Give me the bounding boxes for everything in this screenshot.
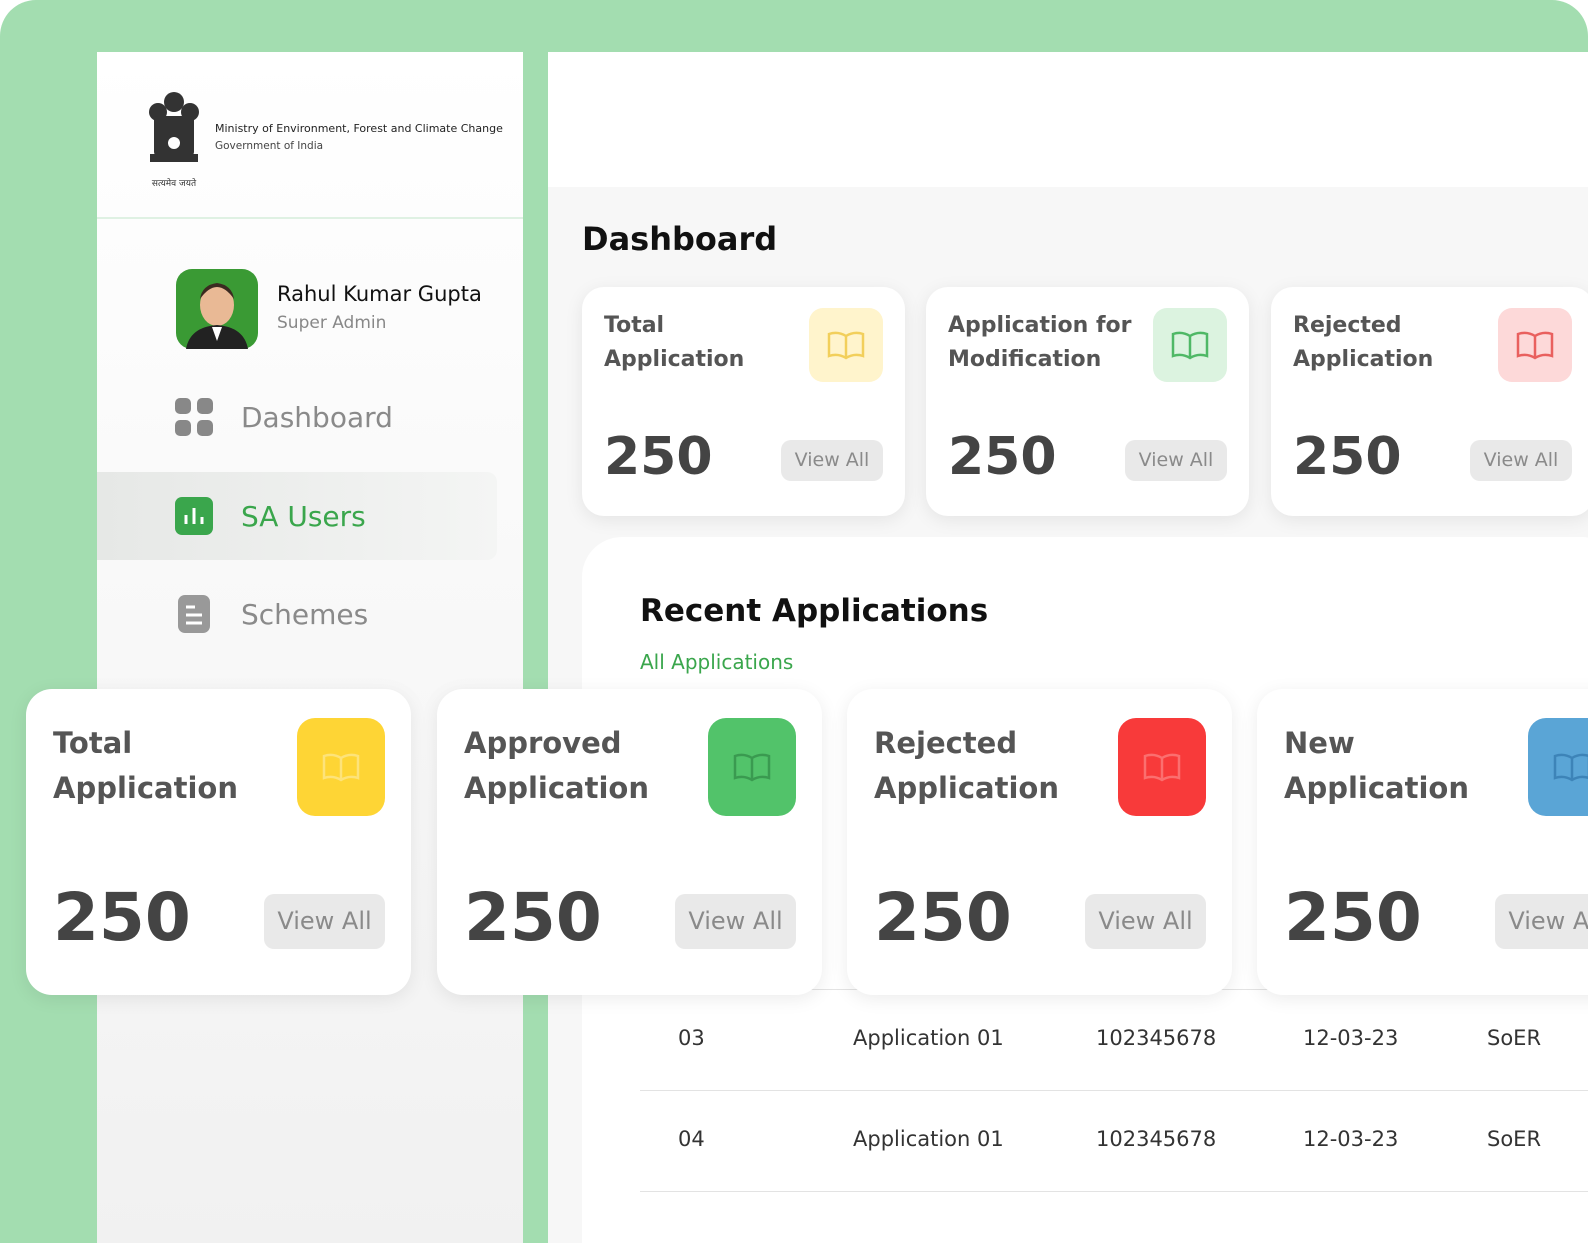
book-icon — [1553, 753, 1588, 782]
nav-item[interactable]: Schemes — [97, 570, 497, 658]
all-applications-link[interactable]: All Applications — [640, 650, 794, 674]
stat-icon — [1153, 308, 1227, 382]
stat-title: Total Application — [604, 313, 745, 372]
sidebar — [97, 52, 523, 1243]
stat-icon — [1118, 718, 1206, 816]
nav-icon — [175, 398, 213, 436]
user-role: Super Admin — [277, 313, 387, 333]
table-cell: 04 — [678, 1127, 705, 1151]
nav-label: Dashboard — [241, 400, 393, 434]
nav-item[interactable]: Dashboard — [97, 373, 497, 461]
page-title: Dashboard — [582, 220, 778, 258]
view-all-button[interactable]: View All — [1125, 440, 1227, 481]
table-cell: Application 01 — [853, 1127, 1004, 1151]
stat-title: Rejected Application — [1293, 313, 1434, 372]
avatar — [176, 269, 258, 349]
book-icon — [1516, 331, 1554, 360]
stat-value: 250 — [604, 427, 713, 487]
stat-title: Approved Application — [464, 726, 649, 805]
stat-icon — [1528, 718, 1588, 816]
view-all-button[interactable]: View All — [1495, 894, 1588, 949]
stat-value: 250 — [1293, 427, 1402, 487]
top-bar — [548, 52, 1588, 187]
stat-title: New Application — [1284, 726, 1469, 805]
row-divider — [640, 1191, 1588, 1192]
stat-title: Application for Modification — [948, 313, 1132, 372]
view-all-button[interactable]: View All — [1085, 894, 1206, 949]
table-cell: 102345678 — [1096, 1026, 1217, 1050]
nav-label: SA Users — [241, 499, 366, 533]
table-cell: 12-03-23 — [1303, 1127, 1399, 1151]
stat-icon — [708, 718, 796, 816]
stat-value: 250 — [948, 427, 1057, 487]
stat-title: Rejected Application — [874, 726, 1059, 805]
stat-title: Total Application — [53, 726, 238, 805]
view-all-button[interactable]: View All — [264, 894, 385, 949]
stat-value: 250 — [874, 879, 1012, 956]
nav-icon — [175, 497, 213, 535]
book-icon — [1143, 753, 1181, 782]
book-icon — [1171, 331, 1209, 360]
table-cell: SoER — [1487, 1127, 1542, 1151]
book-icon — [733, 753, 771, 782]
book-icon — [827, 331, 865, 360]
view-all-button[interactable]: View All — [1470, 440, 1572, 481]
stat-icon — [809, 308, 883, 382]
stat-icon — [1498, 308, 1572, 382]
nav-item[interactable]: SA Users — [97, 472, 497, 560]
stat-icon — [297, 718, 385, 816]
divider — [97, 217, 523, 219]
table-cell: SoER — [1487, 1026, 1542, 1050]
government-name: Government of India — [215, 140, 324, 152]
row-divider — [640, 1090, 1588, 1091]
book-icon — [322, 753, 360, 782]
emblem-motto: सत्यमेव जयते — [151, 179, 197, 189]
table-cell: 102345678 — [1096, 1127, 1217, 1151]
emblem — [149, 92, 199, 162]
recent-title: Recent Applications — [640, 593, 989, 629]
stat-value: 250 — [464, 879, 602, 956]
stat-value: 250 — [53, 879, 191, 956]
ministry-name: Ministry of Environment, Forest and Clim… — [215, 122, 503, 135]
stat-value: 250 — [1284, 879, 1422, 956]
user-name: Rahul Kumar Gupta — [277, 282, 482, 306]
table-cell: 12-03-23 — [1303, 1026, 1399, 1050]
nav-icon — [178, 595, 210, 633]
table-cell: 03 — [678, 1026, 705, 1050]
nav-label: Schemes — [241, 597, 369, 631]
table-cell: Application 01 — [853, 1026, 1004, 1050]
view-all-button[interactable]: View All — [781, 440, 883, 481]
view-all-button[interactable]: View All — [675, 894, 796, 949]
